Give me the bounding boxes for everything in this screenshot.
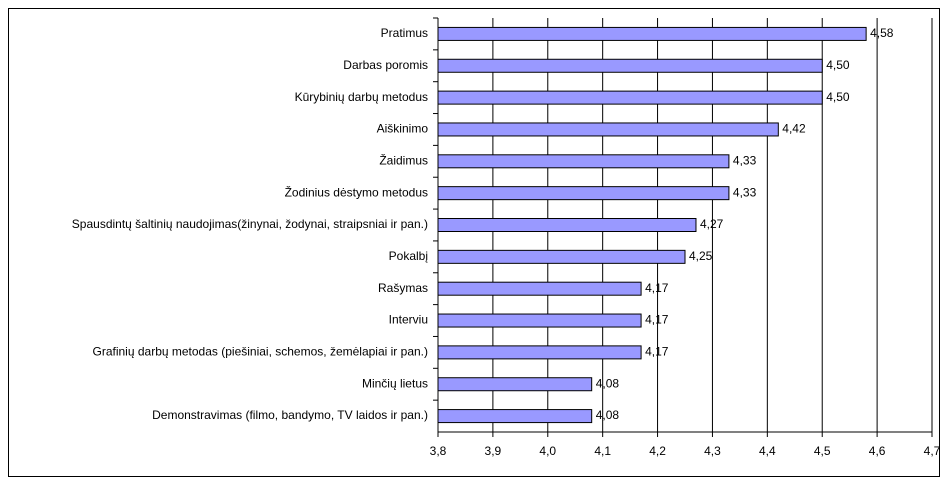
bar bbox=[437, 281, 642, 296]
x-tick-label: 4,6 bbox=[869, 444, 886, 458]
data-label: 4,42 bbox=[782, 122, 806, 136]
bar bbox=[437, 345, 642, 360]
x-tick-label: 4,2 bbox=[649, 444, 666, 458]
bar bbox=[437, 218, 697, 232]
bar bbox=[437, 90, 823, 105]
bar bbox=[437, 313, 642, 328]
data-label: 4,17 bbox=[645, 345, 669, 359]
y-tick-label: Aiškinimo bbox=[377, 122, 429, 136]
y-tick-label: Minčių lietus bbox=[362, 376, 428, 390]
y-tick-label: Kūrybinių darbų metodus bbox=[295, 90, 428, 104]
x-tick-label: 4,3 bbox=[704, 444, 721, 458]
x-tick-label: 3,8 bbox=[430, 444, 447, 458]
bar bbox=[437, 249, 686, 264]
data-label: 4,50 bbox=[826, 58, 850, 72]
data-label: 4,25 bbox=[689, 249, 713, 263]
data-label: 4,33 bbox=[733, 185, 757, 199]
data-label: 4,27 bbox=[700, 217, 724, 231]
x-tick-label: 4,4 bbox=[759, 444, 776, 458]
chart-frame bbox=[8, 8, 940, 477]
x-tick-label: 4,7 bbox=[924, 444, 941, 458]
x-tick-label: 4,0 bbox=[539, 444, 556, 458]
y-tick-label: Rašymas bbox=[378, 281, 428, 295]
data-label: 4,33 bbox=[733, 153, 757, 167]
bar bbox=[437, 186, 730, 201]
y-tick-label: Interviu bbox=[389, 313, 428, 327]
data-label: 4,17 bbox=[645, 313, 669, 327]
bar bbox=[437, 154, 730, 169]
x-tick-label: 4,5 bbox=[814, 444, 831, 458]
data-label: 4,17 bbox=[645, 281, 669, 295]
y-tick-label: Darbas poromis bbox=[343, 58, 428, 72]
y-tick-label: Pokalbį bbox=[389, 249, 429, 263]
x-tick-label: 3,9 bbox=[485, 444, 502, 458]
y-tick-label: Demonstravimas (filmo, bandymo, TV laido… bbox=[152, 408, 428, 422]
y-tick-label: Žodinius dėstymo metodus bbox=[285, 184, 428, 199]
bar bbox=[437, 409, 593, 424]
x-tick-label: 4,1 bbox=[594, 444, 611, 458]
y-tick-label: Žaidimus bbox=[379, 152, 428, 167]
y-tick-label: Spausdintų šaltinių naudojimas(žinynai, … bbox=[72, 217, 428, 231]
bar bbox=[437, 377, 593, 392]
y-tick-label: Grafinių darbų metodas (piešiniai, schem… bbox=[93, 345, 429, 359]
data-label: 4,58 bbox=[870, 26, 894, 40]
bar bbox=[437, 58, 823, 73]
y-tick-label: Pratimus bbox=[381, 26, 428, 40]
bar bbox=[437, 122, 779, 137]
data-label: 4,08 bbox=[596, 408, 620, 422]
data-label: 4,50 bbox=[826, 90, 850, 104]
data-label: 4,08 bbox=[596, 376, 620, 390]
bar bbox=[437, 26, 867, 41]
